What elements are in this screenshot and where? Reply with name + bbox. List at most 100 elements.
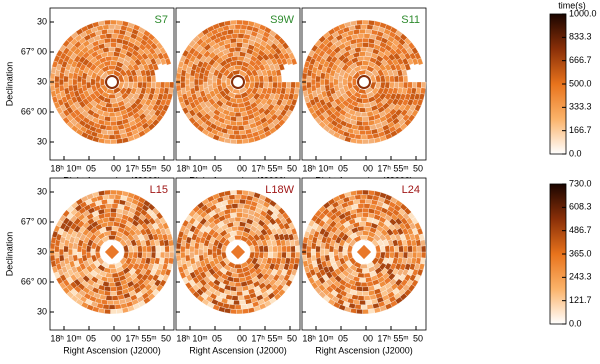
map-tile [416, 57, 424, 66]
map-tile [110, 268, 118, 274]
panel-label: S9W [270, 14, 294, 26]
map-tile [239, 28, 246, 35]
map-tile [362, 42, 369, 48]
map-tile [407, 245, 413, 253]
map-tile [360, 24, 368, 30]
map-tile [362, 268, 370, 274]
map-tile [234, 46, 242, 52]
map-tile [319, 78, 325, 86]
map-tile [146, 245, 152, 253]
map-tile [198, 248, 204, 256]
map-tile [228, 134, 236, 140]
map-tile [267, 75, 274, 83]
map-tile [389, 251, 395, 259]
map-tile [141, 75, 148, 83]
map-tile [98, 190, 106, 197]
x-tick-label: 17ʰ 55ᵐ [377, 333, 408, 343]
map-tile [102, 134, 110, 140]
map-tile [49, 84, 56, 92]
map-tile [116, 190, 123, 196]
y-tick-label: 67° 00 [21, 46, 47, 56]
map-tile [180, 75, 186, 83]
map-tile [76, 245, 83, 253]
map-tile [114, 134, 122, 140]
map-tile [328, 75, 335, 83]
x-tick-label: 05 [212, 333, 222, 343]
map-tile [168, 239, 174, 247]
map-tile [368, 308, 375, 314]
map-tile [301, 242, 308, 250]
map-tile [356, 189, 363, 196]
x-axis-label: Right Ascension (J2000) [63, 345, 161, 355]
map-tile [168, 257, 174, 265]
map-tile [108, 304, 116, 310]
map-tile [356, 138, 363, 145]
map-tile [342, 78, 348, 86]
map-tile [231, 33, 239, 39]
map-tile [141, 245, 148, 253]
map-tile [234, 235, 242, 240]
map-tile [108, 134, 116, 140]
map-tile [98, 20, 106, 27]
map-tile [290, 81, 296, 89]
map-tile [242, 20, 249, 26]
map-tile [389, 245, 395, 253]
map-tile [240, 304, 248, 310]
map-tile [110, 309, 117, 315]
map-tile [360, 304, 368, 310]
map-tile [272, 251, 278, 259]
map-tile [155, 81, 161, 89]
map-tile [306, 75, 312, 83]
map-tile [110, 207, 117, 213]
map-tile [359, 300, 366, 306]
map-tile [58, 78, 64, 86]
map-tile [63, 251, 69, 259]
map-tile [290, 251, 296, 259]
map-tile [362, 207, 369, 213]
map-tile [350, 137, 358, 144]
map-tile [359, 28, 366, 34]
map-tile [393, 251, 400, 259]
colorbar-tick-label: 486.7 [569, 225, 592, 235]
x-tick-label: 18ʰ 10ᵐ [302, 333, 333, 343]
map-tile [295, 251, 301, 259]
map-tile [67, 248, 73, 256]
map-tile [358, 107, 366, 113]
map-tile [108, 235, 116, 240]
map-tile [202, 75, 209, 83]
map-tile [362, 291, 369, 297]
map-tile [110, 98, 118, 104]
map-tile [234, 65, 242, 70]
x-tick-label: 05 [338, 333, 348, 343]
x-tick-label: 00 [237, 333, 247, 343]
colorbar-tick-label: 666.7 [569, 55, 592, 65]
map-tile [207, 78, 213, 86]
map-tile [228, 304, 236, 310]
map-tile [420, 257, 426, 265]
map-tile [360, 94, 368, 99]
map-tile [189, 245, 195, 253]
exposure-map [301, 19, 427, 145]
map-tile [357, 125, 365, 131]
map-tile [328, 81, 335, 89]
map-tile [54, 81, 60, 89]
map-tile [281, 251, 287, 259]
map-tile [160, 251, 166, 259]
map-tile [362, 212, 369, 218]
x-tick-label: 05 [86, 333, 96, 343]
colorbar-label: time(s) [558, 0, 586, 10]
map-tile [236, 37, 243, 43]
map-tile [110, 116, 117, 122]
map-tile [230, 138, 237, 145]
map-tile [407, 251, 413, 259]
y-tick-label: 30 [37, 136, 47, 146]
map-tile [236, 268, 244, 274]
map-tile [306, 245, 312, 253]
map-tile [407, 81, 413, 89]
map-tile [81, 78, 87, 86]
map-tile [108, 94, 116, 99]
map-tile [366, 24, 374, 30]
map-tile [239, 198, 246, 205]
colorbar-tick-label: 166.7 [569, 125, 592, 135]
map-tile [354, 194, 362, 200]
